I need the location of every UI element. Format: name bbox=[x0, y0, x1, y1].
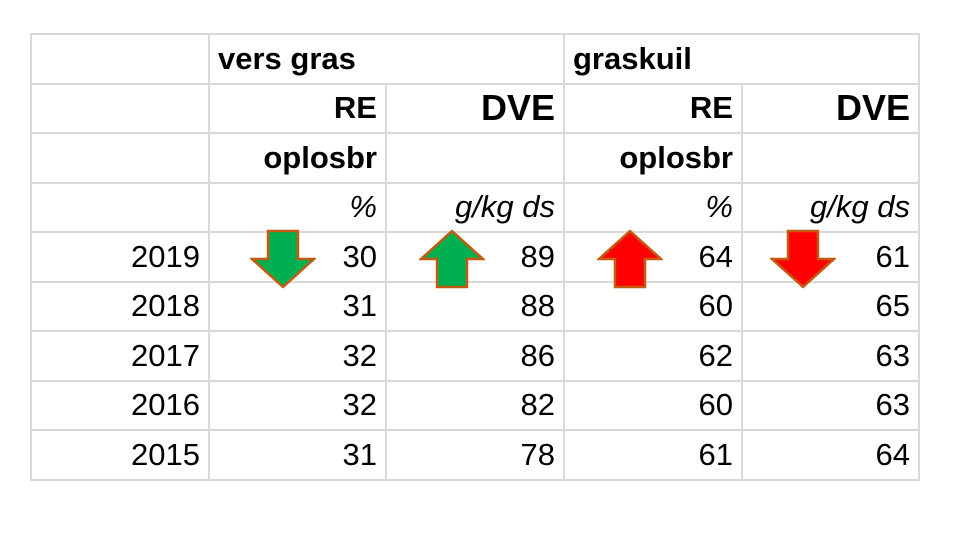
data-table: vers gras graskuil RE DVE RE DVE oplosbr… bbox=[30, 33, 920, 481]
arrow-up-icon bbox=[595, 229, 665, 297]
year-cell: 2016 bbox=[30, 379, 210, 431]
year-cell: 2015 bbox=[30, 429, 210, 481]
cell-value: 30 bbox=[342, 238, 377, 274]
value-cell: 82 bbox=[385, 379, 565, 431]
cell-value: 65 bbox=[875, 288, 910, 324]
cell-value: 61 bbox=[875, 238, 910, 274]
cell-value: 31 bbox=[342, 288, 377, 324]
cell-value: 64 bbox=[698, 238, 733, 274]
data-rows: 2019 30 89 64 61 2018 31 88 60 65 2017 32 86 62 63 2016… bbox=[30, 229, 920, 481]
measure-header-row: RE DVE RE DVE bbox=[30, 82, 920, 134]
table-row: 2018 31 88 60 65 bbox=[30, 280, 920, 332]
value-cell: 65 bbox=[741, 280, 920, 332]
measure-header-vg-dve: DVE bbox=[385, 82, 565, 134]
measure-header-vg-re: RE bbox=[208, 82, 387, 134]
year-cell: 2019 bbox=[30, 231, 210, 283]
corner-cell bbox=[30, 33, 210, 85]
value-cell: 63 bbox=[741, 330, 920, 382]
value-cell: 64 bbox=[741, 429, 920, 481]
cell-value: 88 bbox=[520, 288, 555, 324]
arrow-down-icon bbox=[768, 229, 838, 297]
cell-value: 60 bbox=[698, 288, 733, 324]
cell-value: 89 bbox=[520, 238, 555, 274]
value-cell: 63 bbox=[741, 379, 920, 431]
value-cell: 61 bbox=[741, 229, 920, 289]
cell-value: 63 bbox=[875, 387, 910, 423]
value-cell: 60 bbox=[563, 280, 743, 332]
value-cell: 61 bbox=[563, 429, 743, 481]
empty-cell bbox=[30, 181, 210, 233]
cell-value: 32 bbox=[342, 387, 377, 423]
sub-header-row: oplosbr oplosbr bbox=[30, 132, 920, 184]
sub-header-vg-dve bbox=[385, 132, 565, 184]
cell-value: 64 bbox=[875, 436, 910, 472]
sub-header-gk-dve bbox=[741, 132, 920, 184]
value-cell: 32 bbox=[208, 379, 387, 431]
table-row: 2016 32 82 60 63 bbox=[30, 379, 920, 431]
cell-value: 82 bbox=[520, 387, 555, 423]
sub-header-gk-re: oplosbr bbox=[563, 132, 743, 184]
unit-gk-dve: g/kg ds bbox=[741, 181, 920, 233]
year-cell: 2017 bbox=[30, 330, 210, 382]
group-header-vers-gras: vers gras bbox=[208, 33, 565, 85]
measure-header-gk-dve: DVE bbox=[741, 82, 920, 134]
unit-vg-re: % bbox=[208, 181, 387, 233]
value-cell: 31 bbox=[208, 429, 387, 481]
cell-value: 32 bbox=[342, 337, 377, 373]
unit-gk-re: % bbox=[563, 181, 743, 233]
arrow-down-icon bbox=[248, 229, 318, 297]
value-cell: 60 bbox=[563, 379, 743, 431]
year-cell: 2018 bbox=[30, 280, 210, 332]
cell-value: 61 bbox=[698, 436, 733, 472]
sub-header-vg-re: oplosbr bbox=[208, 132, 387, 184]
cell-value: 31 bbox=[342, 436, 377, 472]
value-cell: 89 bbox=[385, 229, 565, 289]
cell-value: 78 bbox=[520, 436, 555, 472]
unit-vg-dve: g/kg ds bbox=[385, 181, 565, 233]
arrow-up-icon bbox=[417, 229, 487, 297]
table-row: 2017 32 86 62 63 bbox=[30, 330, 920, 382]
value-cell: 30 bbox=[208, 229, 387, 289]
value-cell: 62 bbox=[563, 330, 743, 382]
value-cell: 31 bbox=[208, 280, 387, 332]
group-header-row: vers gras graskuil bbox=[30, 33, 920, 85]
empty-cell bbox=[30, 82, 210, 134]
empty-cell bbox=[30, 132, 210, 184]
table-row: 2019 30 89 64 61 bbox=[30, 229, 920, 289]
unit-row: % g/kg ds % g/kg ds bbox=[30, 181, 920, 233]
value-cell: 86 bbox=[385, 330, 565, 382]
value-cell: 32 bbox=[208, 330, 387, 382]
group-header-graskuil: graskuil bbox=[563, 33, 920, 85]
cell-value: 63 bbox=[875, 337, 910, 373]
table-row: 2015 31 78 61 64 bbox=[30, 429, 920, 481]
measure-header-gk-re: RE bbox=[563, 82, 743, 134]
value-cell: 88 bbox=[385, 280, 565, 332]
cell-value: 62 bbox=[698, 337, 733, 373]
cell-value: 60 bbox=[698, 387, 733, 423]
cell-value: 86 bbox=[520, 337, 555, 373]
value-cell: 78 bbox=[385, 429, 565, 481]
value-cell: 64 bbox=[563, 229, 743, 289]
